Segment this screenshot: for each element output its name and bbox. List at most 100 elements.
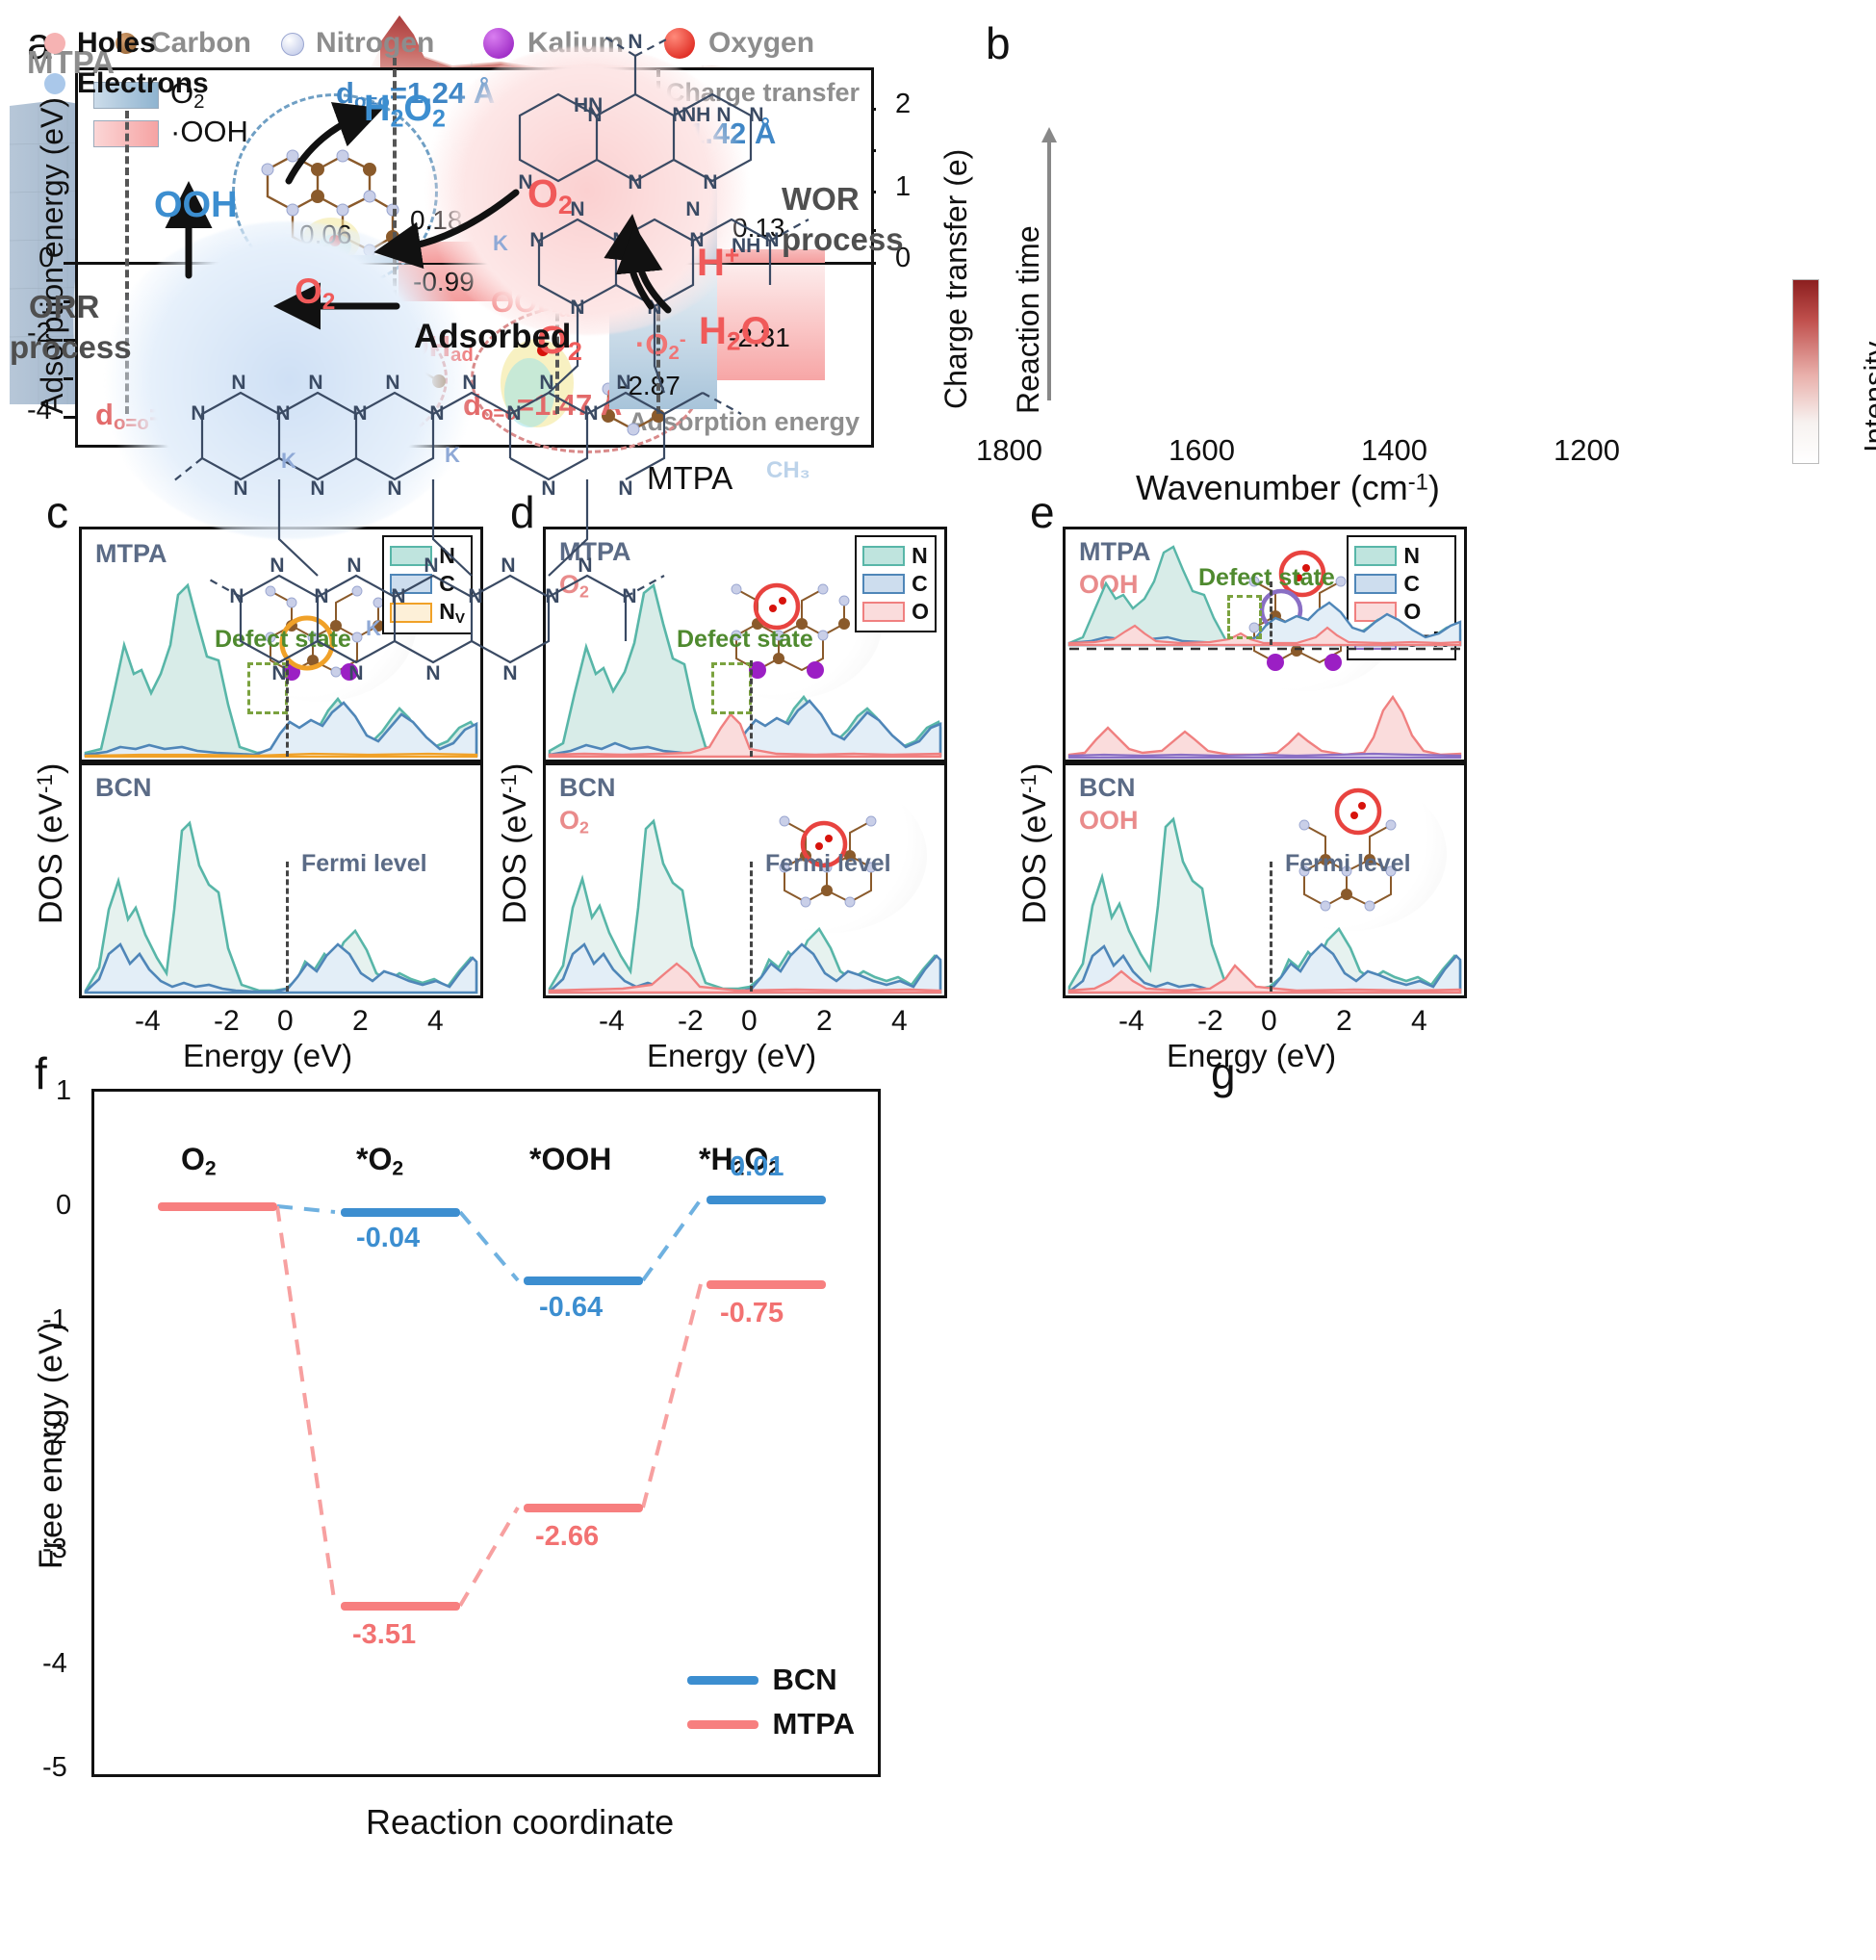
panel-d-bottom-curves (548, 818, 942, 994)
panel-f-state-star-o2: *O2 (356, 1142, 404, 1180)
panel-a-y2tick-2: 2 (895, 89, 912, 119)
panel-f-legend-label-bcn: BCN (772, 1663, 837, 1696)
panel-c-fermi-label: Fermi level (301, 850, 427, 877)
panel-e-legend-swatch-n (1354, 546, 1398, 566)
svg-text:N: N (749, 104, 763, 126)
svg-text:NH: NH (732, 235, 760, 257)
panel-f-level-bcn-star-h2o2 (707, 1196, 826, 1204)
svg-text:N: N (703, 171, 717, 193)
panel-f-state-o2: O2 (181, 1142, 217, 1180)
atom-legend-label-nitrogen: Nitrogen (316, 27, 435, 59)
panel-g-k-label-4: K (445, 443, 460, 467)
panel-g-label-h2o2: H2O2 (364, 89, 446, 133)
panel-e-top-title: MTPA (1079, 537, 1151, 566)
svg-text:N: N (501, 554, 515, 577)
panel-e-top-plot: MTPA OOH N C O C≡N (1063, 527, 1467, 762)
panel-c-legend-swatch-c (390, 574, 433, 594)
panel-g-legend-swatch-holes (44, 33, 65, 54)
panel-c-top-curves (84, 582, 478, 759)
panel-b-colorbar (1792, 279, 1819, 464)
panel-g-hole-region (414, 46, 760, 335)
svg-text:N: N (685, 198, 700, 220)
panel-g-label-wor-process-1: WOR (782, 181, 860, 217)
panel-c-legend: N C NV (382, 535, 473, 634)
svg-text:N: N (622, 585, 636, 607)
panel-e-x-axis-label: Energy (eV) (1167, 1038, 1337, 1073)
panel-g-legend: Holes Electrons (44, 25, 209, 102)
panel-g-k-label-2: K (493, 231, 508, 255)
panel-f-value-bcn-star-o2: -0.04 (356, 1223, 421, 1253)
panel-d-legend-label-o: O (912, 599, 929, 624)
panel-f-state-star-ooh: *OOH (529, 1142, 612, 1176)
panel-d-fermi-line-bottom (750, 862, 753, 992)
svg-text:N: N (347, 554, 361, 577)
panel-e-xtick--2: -2 (1197, 1005, 1223, 1037)
panel-d-x-axis-label: Energy (eV) (647, 1038, 817, 1073)
svg-text:N: N (425, 662, 440, 684)
panel-f-ytick--3: -3 (42, 1534, 67, 1564)
panel-e-xtick-2: 2 (1336, 1005, 1352, 1037)
panel-d-legend: N C O (855, 535, 937, 632)
svg-text:N: N (387, 477, 401, 500)
svg-text:N: N (689, 229, 704, 251)
panel-c-fermi-line-bottom (286, 862, 289, 992)
panel-c-xtick-2: 2 (352, 1005, 369, 1037)
panel-d-fermi-label: Fermi level (765, 850, 891, 877)
panel-g-label-adsorbed: Adsorbed (414, 318, 572, 355)
panel-e-top-curves (1067, 545, 1462, 760)
panel-a-ytick-mark-2 (64, 339, 77, 342)
panel-e-legend-label-c: C (1403, 571, 1420, 596)
panel-f-ytick--5: -5 (42, 1752, 67, 1783)
panel-g-legend-label-holes: Holes (77, 27, 156, 59)
svg-text:N: N (191, 402, 205, 425)
panel-d-bottom-inset-molecule (734, 779, 927, 933)
svg-text:N: N (233, 477, 247, 500)
panel-a-legend-label-ooh: ·OOH (170, 115, 248, 148)
svg-text:N: N (545, 585, 559, 607)
svg-text:N: N (570, 297, 584, 319)
svg-text:N: N (506, 402, 521, 425)
panel-f-ytick-1: 1 (56, 1075, 72, 1106)
panel-g-label-h-plus: H+ (697, 241, 740, 284)
panel-d-legend-swatch-o (862, 602, 906, 622)
panel-d-xtick-0: 0 (741, 1005, 758, 1037)
panel-g-label-h2o: H2O (699, 310, 771, 356)
panel-b-colorbar-label: Intensity (1858, 341, 1876, 452)
svg-text:N: N (583, 402, 598, 425)
svg-text:N: N (518, 171, 532, 193)
panel-e-defect-state-box (1227, 595, 1262, 639)
panel-e-xtick-4: 4 (1411, 1005, 1427, 1037)
panel-f-value-mtpa-star-o2: -3.51 (352, 1619, 417, 1650)
panel-d-top-title: MTPA (559, 537, 631, 566)
svg-text:N: N (348, 662, 363, 684)
panel-e-fermi-line-top (1270, 581, 1272, 645)
svg-text:N: N (672, 104, 686, 126)
panel-f-level-mtpa-star-ooh (524, 1504, 643, 1512)
panel-e-legend-label-n: N (1403, 543, 1420, 568)
panel-d-bottom-title: BCN (559, 773, 616, 802)
panel-g-label-orr-process-2: process (10, 329, 132, 365)
svg-text:N: N (385, 372, 399, 394)
panel-g-label-o2-left: O2 (295, 271, 336, 316)
panel-f-value-bcn-star-h2o2: 0.01 (730, 1151, 784, 1182)
panel-f-level-mtpa-star-o2 (341, 1602, 460, 1611)
panel-b-xtick-1400: 1400 (1361, 433, 1427, 467)
panel-e-bottom-curves (1067, 816, 1462, 994)
panel-f-x-axis-label: Reaction coordinate (366, 1802, 675, 1842)
panel-e-bottom-inset-molecule (1254, 777, 1447, 931)
svg-text:N: N (275, 402, 290, 425)
panel-c-legend-swatch-nv (390, 602, 433, 623)
svg-text:N: N (539, 372, 553, 394)
panel-b-xtick-1200: 1200 (1554, 433, 1620, 467)
panel-g-label-ooh: OOH (154, 185, 238, 225)
panel-d-xtick-4: 4 (891, 1005, 908, 1037)
panel-a-ytick-mark-1 (64, 300, 73, 303)
panel-f-value-mtpa-star-ooh: -2.66 (535, 1521, 600, 1552)
panel-c-bottom-title: BCN (95, 773, 152, 802)
panel-a-value-mtpa-ooh-ads: -2.31 (729, 322, 790, 352)
svg-text:N: N (231, 372, 245, 394)
svg-text:N: N (314, 585, 328, 607)
panel-d-top-plot: MTPA O2 N C O Defec (543, 527, 947, 762)
panel-d-top-curves (548, 582, 942, 759)
